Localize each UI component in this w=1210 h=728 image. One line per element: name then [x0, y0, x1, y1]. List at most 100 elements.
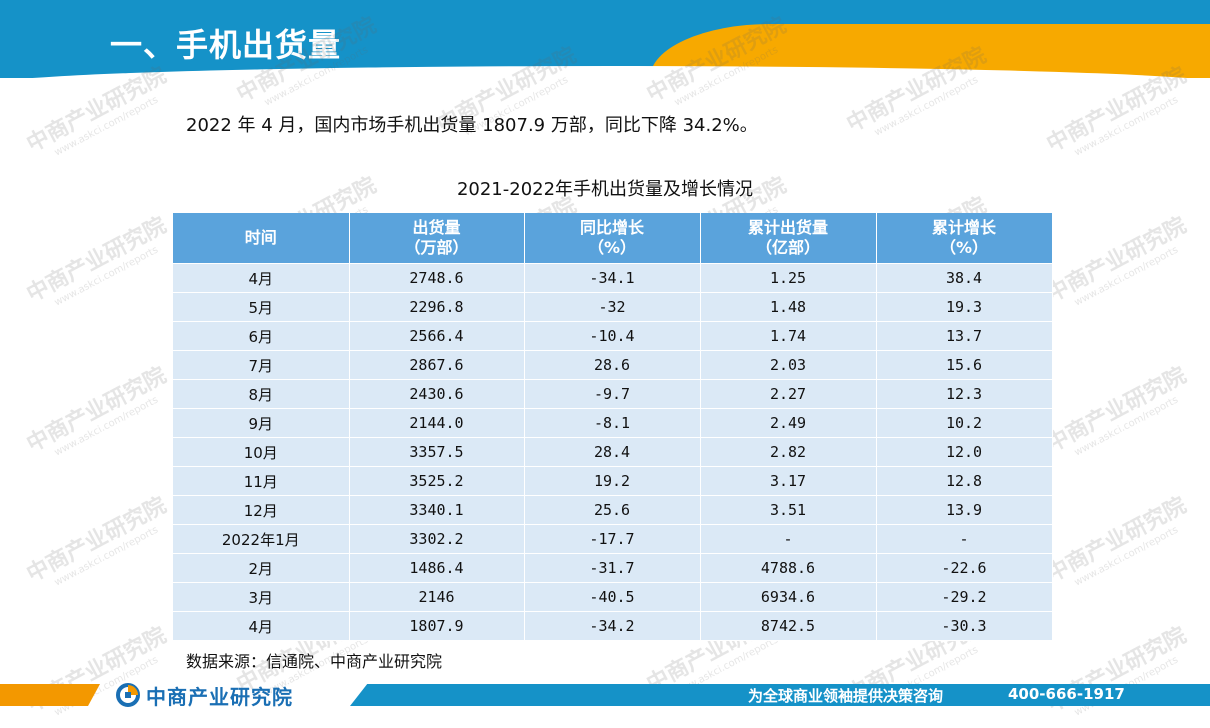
table-cell: 2296.8: [349, 292, 525, 322]
table-cell: 38.4: [876, 263, 1053, 293]
table-cell: 10月: [173, 437, 350, 467]
table-cell: 28.6: [524, 350, 701, 380]
table-cell: 2144.0: [349, 408, 525, 438]
table-cell: -8.1: [524, 408, 701, 438]
table-cell: 6934.6: [700, 582, 877, 612]
table-cell: 12.3: [876, 379, 1053, 409]
table-cell: 3525.2: [349, 466, 525, 496]
table-cell: 13.7: [876, 321, 1053, 351]
table-row: 10月 3357.5 28.4 2.82 12.0: [173, 437, 1053, 467]
table-cell: 2.82: [700, 437, 877, 467]
table-row: 11月 3525.2 19.2 3.17 12.8: [173, 466, 1053, 496]
table-row: 4月 1807.9 -34.2 8742.5 -30.3: [173, 611, 1053, 641]
table-cell: -31.7: [524, 553, 701, 583]
table-cell: 8月: [173, 379, 350, 409]
table-cell: -30.3: [876, 611, 1053, 641]
table-header-row: 时间 出货量 （万部） 同比增长 （%） 累计出货量 （亿部） 累计增长 （%）: [173, 213, 1053, 264]
table-cell: -: [876, 524, 1053, 554]
table-row: 12月 3340.1 25.6 3.51 13.9: [173, 495, 1053, 525]
col-header-cumulative-growth: 累计增长 （%）: [876, 213, 1053, 264]
table-cell: 8742.5: [700, 611, 877, 641]
table-cell: -40.5: [524, 582, 701, 612]
table-cell: 2月: [173, 553, 350, 583]
table-row: 2月 1486.4 -31.7 4788.6 -22.6: [173, 553, 1053, 583]
table-row: 9月 2144.0 -8.1 2.49 10.2: [173, 408, 1053, 438]
table-cell: 2867.6: [349, 350, 525, 380]
table-row: 8月 2430.6 -9.7 2.27 12.3: [173, 379, 1053, 409]
table-cell: 2.49: [700, 408, 877, 438]
table-title: 2021-2022年手机出货量及增长情况: [456, 179, 754, 200]
table-body: 4月 2748.6 -34.1 1.25 38.4 5月 2296.8 -32 1.48 19.3…: [173, 263, 1053, 641]
table-cell: 9月: [173, 408, 350, 438]
table-row: 2022年1月 3302.2 -17.7- -: [173, 524, 1053, 554]
table-cell: 1486.4: [349, 553, 525, 583]
footer-blue-bar: [350, 684, 1210, 706]
table-cell: 19.2: [524, 466, 701, 496]
table-cell: 15.6: [876, 350, 1053, 380]
table-cell: 4月: [173, 611, 350, 641]
table-cell: 12.8: [876, 466, 1053, 496]
summary-text: 2022 年 4 月，国内市场手机出货量 1807.9 万部，同比下降 34.2…: [186, 115, 758, 136]
col-header-time: 时间: [173, 213, 350, 264]
table-cell: 3.51: [700, 495, 877, 525]
table-cell: 19.3: [876, 292, 1053, 322]
logo: 中商产业研究院: [116, 681, 293, 709]
footer-phone: 400-666-1917: [1008, 685, 1125, 703]
table-cell: -22.6: [876, 553, 1053, 583]
table-row: 3月 2146 -40.5 6934.6 -29.2: [173, 582, 1053, 612]
table-cell: 2146: [349, 582, 525, 612]
table-cell: 25.6: [524, 495, 701, 525]
table-cell: 2.03: [700, 350, 877, 380]
table-row: 6月 2566.4 -10.4 1.74 13.7: [173, 321, 1053, 351]
table-cell: 12.0: [876, 437, 1053, 467]
table-cell: 1.25: [700, 263, 877, 293]
table-cell: 3357.5: [349, 437, 525, 467]
table-cell: 6月: [173, 321, 350, 351]
col-header-yoy: 同比增长 （%）: [524, 213, 701, 264]
table-cell: -9.7: [524, 379, 701, 409]
table-cell: 3302.2: [349, 524, 525, 554]
table-cell: -34.2: [524, 611, 701, 641]
table-row: 4月 2748.6 -34.1 1.25 38.4: [173, 263, 1053, 293]
logo-icon: [116, 683, 140, 707]
table-cell: 12月: [173, 495, 350, 525]
page-title: 一、手机出货量: [110, 26, 342, 64]
table-cell: 1807.9: [349, 611, 525, 641]
footer-orange-bar: [0, 684, 100, 706]
table-cell: 7月: [173, 350, 350, 380]
col-header-shipments: 出货量 （万部）: [349, 213, 525, 264]
table-cell: -10.4: [524, 321, 701, 351]
table-cell: 2022年1月: [173, 524, 350, 554]
table-cell: 28.4: [524, 437, 701, 467]
table-cell: 4788.6: [700, 553, 877, 583]
table-cell: 2748.6: [349, 263, 525, 293]
table-cell: -: [700, 524, 877, 554]
header-curve: [0, 66, 1210, 78]
table-cell: -17.7: [524, 524, 701, 554]
table-cell: 3.17: [700, 466, 877, 496]
table-cell: 3340.1: [349, 495, 525, 525]
table-cell: 13.9: [876, 495, 1053, 525]
table-cell: 5月: [173, 292, 350, 322]
shipment-table: 时间 出货量 （万部） 同比增长 （%） 累计出货量 （亿部） 累计增长 （%） 4月 2…: [173, 213, 1053, 641]
footer-slogan: 为全球商业领袖提供决策咨询: [748, 687, 944, 705]
table-cell: -29.2: [876, 582, 1053, 612]
header-band: 一、手机出货量: [0, 0, 1210, 78]
table-cell: -34.1: [524, 263, 701, 293]
table-cell: -32: [524, 292, 701, 322]
table-cell: 1.74: [700, 321, 877, 351]
logo-text: 中商产业研究院: [146, 684, 293, 709]
table-cell: 2566.4: [349, 321, 525, 351]
table-cell: 1.48: [700, 292, 877, 322]
table-cell: 2.27: [700, 379, 877, 409]
table-row: 5月 2296.8 -32 1.48 19.3: [173, 292, 1053, 322]
table-cell: 11月: [173, 466, 350, 496]
table-cell: 4月: [173, 263, 350, 293]
table-cell: 2430.6: [349, 379, 525, 409]
